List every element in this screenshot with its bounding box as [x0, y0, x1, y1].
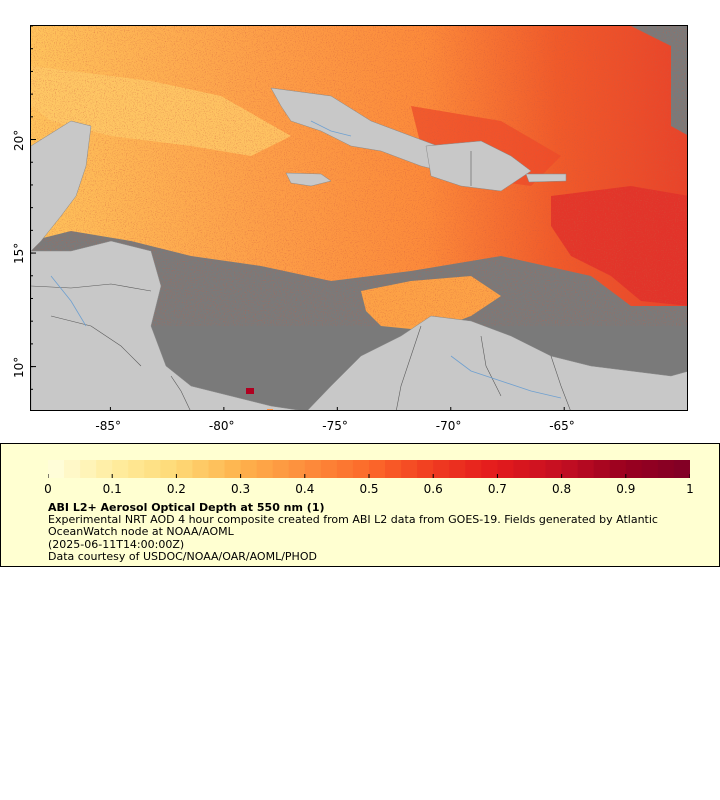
colorbar-tick-label: 0.3	[231, 482, 251, 496]
legend-panel: 0 0.1 0.2 0.3 0.4 0.5 0.6 0.7 0.8 0.9 1 ABI L2+ Ae…	[0, 443, 720, 567]
colorbar-segment	[641, 460, 659, 478]
colorbar-tick-label: 0.1	[102, 482, 122, 496]
land-masses	[31, 87, 687, 410]
colorbar-tick-label: 0.4	[295, 482, 315, 496]
colorbar-segment	[593, 460, 611, 478]
colorbar-tick-label: 0.9	[616, 482, 636, 496]
country-borders	[31, 151, 571, 410]
colorbar-tick-label: 0	[44, 482, 52, 496]
legend-time: (2025-06-11T14:00:00Z)	[48, 538, 185, 551]
land-central-america	[31, 240, 300, 410]
colorbar-tick-label: 0.2	[166, 482, 186, 496]
colorbar-segment	[48, 460, 65, 478]
colorbar-segment	[224, 460, 242, 478]
colorbar-segment	[160, 460, 177, 478]
colorbar-tick-label: 0.6	[423, 482, 443, 496]
colorbar-segment	[369, 460, 386, 478]
colorbar-segment	[256, 460, 274, 478]
colorbar-segment	[64, 460, 81, 478]
colorbar-segment	[336, 460, 354, 478]
legend-description: Experimental NRT AOD 4 hour composite cr…	[48, 513, 658, 538]
colorbar-segment	[112, 460, 129, 478]
colorbar-segment	[240, 460, 258, 478]
land-south-america	[307, 315, 687, 410]
lon-tick-label: -80°	[208, 419, 235, 433]
colorbar-segment	[673, 460, 690, 478]
land-puerto-rico	[525, 173, 567, 183]
colorbar-segment	[352, 460, 370, 478]
colorbar-segment	[144, 460, 161, 478]
legend-title: ABI L2+ Aerosol Optical Depth at 550 nm …	[48, 501, 325, 514]
colorbar-tick-label: 1	[686, 482, 694, 496]
colorbar-segment	[657, 460, 675, 478]
lat-tick-label: 20°	[12, 129, 26, 151]
colorbar-segment	[417, 460, 434, 478]
colorbar-segment	[96, 460, 113, 478]
lon-tick-label: -85°	[95, 419, 122, 433]
map-frame[interactable]	[30, 25, 688, 411]
colorbar-segment	[176, 460, 193, 478]
aod-spot	[246, 388, 254, 394]
land-jamaica	[285, 172, 332, 187]
colorbar-segment	[545, 460, 563, 478]
colorbar-segment	[561, 460, 579, 478]
lon-tick-label: -75°	[322, 419, 348, 433]
colorbar-segment	[192, 460, 209, 478]
lat-tick-label: 15°	[12, 242, 26, 265]
colorbar-segment	[465, 460, 482, 478]
colorbar-tick-label: 0.5	[359, 482, 379, 496]
colorbar-segment	[320, 460, 338, 478]
colorbar-segment	[272, 460, 290, 478]
lon-tick-label: -65°	[549, 419, 575, 433]
aod-map[interactable]	[31, 26, 688, 411]
land-yucatan	[31, 120, 92, 252]
colorbar-segment	[128, 460, 145, 478]
colorbar-segment	[577, 460, 595, 478]
colorbar-segment	[529, 460, 547, 478]
colorbar-segment	[401, 460, 418, 478]
colorbar-segment	[609, 460, 627, 478]
lon-tick-label: -70°	[435, 419, 462, 433]
colorbar-segment	[625, 460, 643, 478]
colorbar-tick-label: 0.8	[552, 482, 572, 496]
colorbar-segment	[304, 460, 322, 478]
colorbar-segment	[481, 460, 498, 478]
aod-spot	[267, 409, 273, 410]
colorbar-segment	[288, 460, 306, 478]
colorbar-segment	[80, 460, 97, 478]
colorbar-segment	[449, 460, 466, 478]
colorbar-segment	[385, 460, 402, 478]
legend-credit: Data courtesy of USDOC/NOAA/OAR/AOML/PHO…	[48, 550, 317, 563]
colorbar-tick-label: 0.7	[487, 482, 507, 496]
aod-data-field	[31, 26, 687, 331]
rivers	[50, 120, 562, 399]
colorbar-segment	[433, 460, 450, 478]
colorbar-segment	[497, 460, 514, 478]
colorbar-segment	[513, 460, 530, 478]
tick-marks	[31, 26, 565, 410]
land-hispaniola	[425, 140, 532, 192]
lat-tick-label: 10°	[12, 356, 26, 378]
colorbar	[48, 460, 690, 478]
colorbar-segment	[208, 460, 226, 478]
